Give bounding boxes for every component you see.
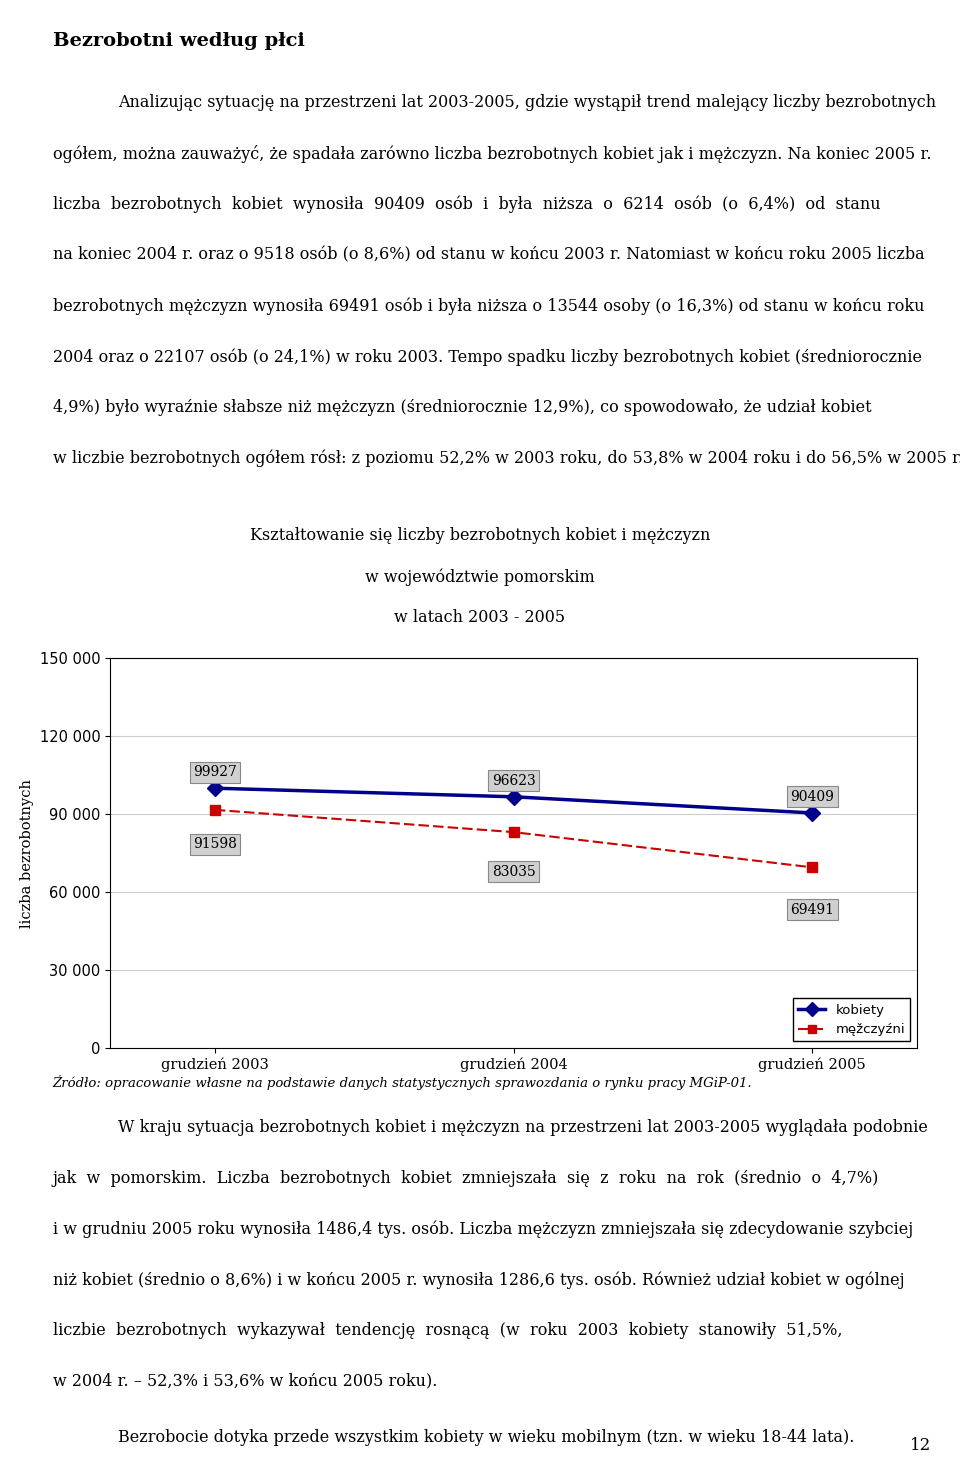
Text: 83035: 83035 — [492, 866, 536, 879]
Text: Analizując sytuację na przestrzeni lat 2003-2005, gdzie wystąpił trend malejący : Analizując sytuację na przestrzeni lat 2… — [118, 94, 936, 112]
Text: 96623: 96623 — [492, 774, 536, 788]
Text: niż kobiet (średnio o 8,6%) i w końcu 2005 r. wynosiła 1286,6 tys. osób. Również: niż kobiet (średnio o 8,6%) i w końcu 20… — [53, 1270, 904, 1288]
Text: Bezrobotni według płci: Bezrobotni według płci — [53, 32, 304, 50]
Text: na koniec 2004 r. oraz o 9518 osób (o 8,6%) od stanu w końcu 2003 r. Natomiast w: na koniec 2004 r. oraz o 9518 osób (o 8,… — [53, 246, 924, 263]
Text: Źródło: opracowanie własne na podstawie danych statystycznych sprawozdania o ryn: Źródło: opracowanie własne na podstawie … — [53, 1075, 753, 1089]
Text: 91598: 91598 — [193, 838, 237, 851]
Text: w 2004 r. – 52,3% i 53,6% w końcu 2005 roku).: w 2004 r. – 52,3% i 53,6% w końcu 2005 r… — [53, 1372, 437, 1390]
Text: liczbie  bezrobotnych  wykazywał  tendencję  rosnącą  (w  roku  2003  kobiety  s: liczbie bezrobotnych wykazywał tendencję… — [53, 1322, 842, 1340]
Text: 90409: 90409 — [790, 790, 834, 804]
Text: 2004 oraz o 22107 osób (o 24,1%) w roku 2003. Tempo spadku liczby bezrobotnych k: 2004 oraz o 22107 osób (o 24,1%) w roku … — [53, 347, 922, 365]
Text: Bezrobocie dotyka przede wszystkim kobiety w wieku mobilnym (tzn. w wieku 18-44 : Bezrobocie dotyka przede wszystkim kobie… — [118, 1429, 854, 1447]
Text: w latach 2003 - 2005: w latach 2003 - 2005 — [395, 609, 565, 627]
Text: bezrobotnych mężczyzn wynosiła 69491 osób i była niższa o 13544 osoby (o 16,3%) : bezrobotnych mężczyzn wynosiła 69491 osó… — [53, 297, 924, 315]
Y-axis label: liczba bezrobotnych: liczba bezrobotnych — [20, 779, 35, 927]
Text: i w grudniu 2005 roku wynosiła 1486,4 tys. osób. Liczba mężczyzn zmniejszała się: i w grudniu 2005 roku wynosiła 1486,4 ty… — [53, 1220, 913, 1238]
Text: jak  w  pomorskim.  Liczba  bezrobotnych  kobiet  zmniejszała  się  z  roku  na : jak w pomorskim. Liczba bezrobotnych kob… — [53, 1169, 879, 1186]
Text: w liczbie bezrobotnych ogółem rósł: z poziomu 52,2% w 2003 roku, do 53,8% w 2004: w liczbie bezrobotnych ogółem rósł: z po… — [53, 449, 960, 467]
Text: w województwie pomorskim: w województwie pomorskim — [365, 568, 595, 586]
Text: Kształtowanie się liczby bezrobotnych kobiet i mężczyzn: Kształtowanie się liczby bezrobotnych ko… — [250, 527, 710, 545]
Text: 4,9%) było wyraźnie słabsze niż mężczyzn (średniorocznie 12,9%), co spowodowało,: 4,9%) było wyraźnie słabsze niż mężczyzn… — [53, 399, 872, 417]
Text: ogółem, można zauważyć, że spadała zarówno liczba bezrobotnych kobiet jak i mężc: ogółem, można zauważyć, że spadała zarów… — [53, 146, 931, 163]
Text: W kraju sytuacja bezrobotnych kobiet i mężczyzn na przestrzeni lat 2003-2005 wyg: W kraju sytuacja bezrobotnych kobiet i m… — [118, 1119, 928, 1136]
Text: 12: 12 — [910, 1437, 931, 1454]
Text: 99927: 99927 — [193, 765, 237, 779]
Text: 69491: 69491 — [790, 902, 834, 917]
Legend: kobiety, męžczyźni: kobiety, męžczyźni — [793, 998, 910, 1042]
Text: liczba  bezrobotnych  kobiet  wynosiła  90409  osób  i  była  niższa  o  6214  o: liczba bezrobotnych kobiet wynosiła 9040… — [53, 196, 880, 213]
